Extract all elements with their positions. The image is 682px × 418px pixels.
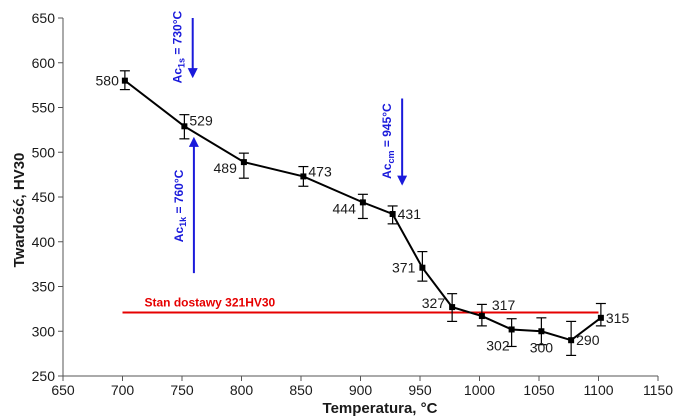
data-label: 317 — [492, 297, 516, 313]
x-tick-label: 950 — [408, 382, 432, 398]
data-point — [389, 211, 396, 218]
axes: 250 300 350 400 450 500 550 600 650 650 700 750 800 8… — [32, 10, 674, 398]
data-label: 290 — [576, 332, 600, 348]
data-label: 315 — [606, 310, 630, 326]
error-bar — [506, 318, 517, 348]
x-tick-label: 750 — [170, 382, 194, 398]
x-tick-label: 650 — [51, 382, 75, 398]
x-axis-title: Temperatura, °C — [323, 400, 438, 417]
y-tick-label: 600 — [32, 55, 56, 71]
y-tick-label: 300 — [32, 323, 56, 339]
data-point — [597, 314, 604, 321]
reference-line-group: Stan dostawy 321HV30 — [122, 295, 599, 314]
annotation-label: Ac1s = 730°C — [171, 10, 187, 83]
y-tick-label: 250 — [32, 368, 56, 384]
annotation-accm: Accm = 945°C — [380, 98, 408, 186]
data-point — [478, 313, 485, 320]
series-group — [119, 70, 606, 357]
y-tick-label: 350 — [32, 279, 56, 295]
error-bar — [238, 152, 249, 179]
data-point — [359, 199, 366, 206]
data-label: 529 — [189, 112, 213, 128]
y-tick-label: 400 — [32, 234, 56, 250]
data-point — [508, 326, 515, 333]
data-point — [300, 173, 307, 180]
y-axis-title: Twardość, HV30 — [11, 153, 28, 268]
x-tick-label: 800 — [230, 382, 254, 398]
x-tick-label: 1150 — [643, 382, 673, 398]
data-point — [121, 77, 128, 84]
annotations-group: Ac1s = 730°C Ac1k = 760°C Accm = 945°C — [171, 10, 408, 274]
y-tick-label: 500 — [32, 144, 56, 160]
data-point — [419, 264, 426, 271]
y-tick-label: 450 — [32, 189, 56, 205]
data-point — [568, 337, 575, 344]
data-label: 327 — [422, 295, 446, 311]
data-label: 473 — [308, 163, 332, 179]
x-tick-label: 850 — [289, 382, 313, 398]
data-label: 302 — [486, 337, 510, 353]
data-point — [538, 328, 545, 335]
data-label: 431 — [398, 206, 422, 222]
y-tick-label: 550 — [32, 100, 56, 116]
data-label: 580 — [96, 73, 120, 89]
data-label: 300 — [530, 339, 554, 355]
data-point — [181, 123, 188, 130]
error-bar — [357, 193, 368, 220]
data-label: 489 — [214, 160, 238, 176]
reference-line-label: Stan dostawy 321HV30 — [145, 295, 276, 309]
annotation-label: Accm = 945°C — [380, 103, 396, 179]
data-point — [449, 304, 456, 311]
x-tick-label: 900 — [349, 382, 373, 398]
data-labels-group: 580 529 489 473 444 431 371 327 317 302 300 290 315 — [96, 73, 630, 356]
annotation-label: Ac1k = 760°C — [172, 169, 188, 242]
x-tick-label: 1100 — [583, 382, 613, 398]
y-tick-label: 650 — [32, 10, 56, 26]
annotation-ac1k: Ac1k = 760°C — [172, 136, 199, 274]
error-bar — [595, 302, 606, 327]
data-label: 371 — [392, 260, 416, 276]
x-tick-label: 1050 — [523, 382, 554, 398]
data-label: 444 — [333, 200, 357, 216]
annotation-ac1s: Ac1s = 730°C — [171, 10, 198, 83]
data-point — [240, 159, 247, 166]
x-tick-label: 1000 — [464, 382, 495, 398]
x-tick-label: 700 — [111, 382, 135, 398]
